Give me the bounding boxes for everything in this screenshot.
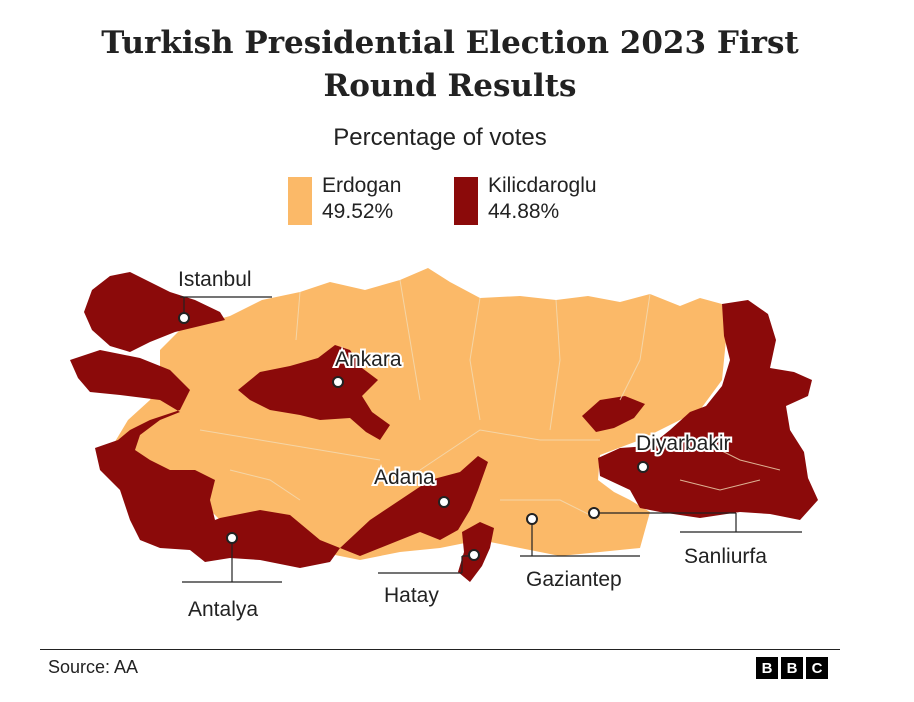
region-tunceli xyxy=(582,396,645,432)
region-antalya xyxy=(190,510,340,568)
source-note: Source: AA xyxy=(48,657,139,677)
legend-name-erdogan: Erdogan xyxy=(322,174,402,197)
bbc-logo: B B C xyxy=(756,657,828,679)
marker-hatay xyxy=(468,549,480,561)
city-label-hatay: Hatay xyxy=(384,584,439,607)
city-label-gaziantep: Gaziantep xyxy=(526,568,622,591)
city-label-istanbul: Istanbul xyxy=(178,268,252,291)
city-label-adana: Adana xyxy=(374,466,435,489)
bbc-logo-letter: C xyxy=(806,657,828,679)
marker-istanbul xyxy=(178,312,190,324)
legend-swatch-erdogan xyxy=(288,177,312,225)
legend-value-kilicdaroglu: 44.88% xyxy=(488,200,560,223)
region-aegean xyxy=(70,350,215,550)
city-label-diyarbakir: Diyarbakir xyxy=(636,432,731,455)
leader-lines xyxy=(180,296,802,583)
marker-sanliurfa xyxy=(588,507,600,519)
province-borders xyxy=(199,279,781,521)
map-title: Turkish Presidential Election 2023 First… xyxy=(101,25,799,104)
bbc-logo-letter: B xyxy=(781,657,803,679)
legend-name-kilicdaroglu: Kilicdaroglu xyxy=(488,174,597,197)
marker-diyarbakir xyxy=(637,461,649,473)
city-label-sanliurfa: Sanliurfa xyxy=(684,545,767,568)
marker-adana xyxy=(438,496,450,508)
footer-divider xyxy=(40,649,840,650)
region-erdogan xyxy=(110,268,726,560)
legend-swatch-kilicdaroglu xyxy=(454,177,478,225)
map-subtitle: Percentage of votes xyxy=(333,124,547,151)
city-label-ankara: Ankara xyxy=(335,348,402,371)
marker-gaziantep xyxy=(526,513,538,525)
bbc-logo-letter: B xyxy=(756,657,778,679)
region-adana xyxy=(340,456,488,556)
legend-value-erdogan: 49.52% xyxy=(322,200,394,223)
region-ankara xyxy=(238,345,390,440)
city-markers xyxy=(178,312,649,561)
city-label-antalya: Antalya xyxy=(188,598,258,621)
region-east xyxy=(598,300,818,520)
marker-ankara xyxy=(332,376,344,388)
region-thrace xyxy=(84,272,225,352)
marker-antalya xyxy=(226,532,238,544)
